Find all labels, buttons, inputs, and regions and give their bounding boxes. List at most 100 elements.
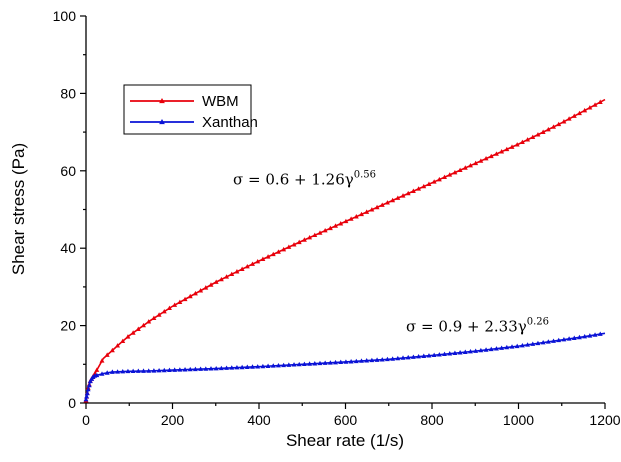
data-point <box>499 149 505 154</box>
data-point <box>244 364 250 369</box>
y-tick-label: 100 <box>53 8 77 24</box>
data-point <box>317 360 323 366</box>
legend-marker <box>159 119 165 125</box>
x-tick-label: 1200 <box>589 412 620 428</box>
data-point <box>364 209 370 214</box>
data-point <box>275 362 281 368</box>
data-point <box>540 339 546 345</box>
data-point <box>167 367 172 373</box>
data-point <box>182 367 188 372</box>
data-point <box>504 146 510 152</box>
data-point <box>203 366 209 371</box>
data-point <box>436 352 442 357</box>
data-point <box>545 126 551 132</box>
data-point <box>410 188 416 193</box>
data-point <box>493 151 499 156</box>
data-point <box>115 369 121 374</box>
data-point <box>203 285 209 290</box>
data-point <box>120 338 126 343</box>
data-point <box>338 359 344 365</box>
data-point <box>384 200 390 205</box>
data-point <box>436 176 442 182</box>
data-point <box>478 347 484 353</box>
data-point <box>109 347 115 353</box>
data-point <box>270 251 276 257</box>
data-point <box>390 356 396 361</box>
data-point <box>156 367 162 373</box>
data-point <box>525 342 531 347</box>
data-point <box>359 358 364 363</box>
data-point <box>571 335 577 340</box>
data-point <box>462 165 468 170</box>
data-point <box>130 368 136 374</box>
data-point <box>426 181 432 186</box>
data-point <box>296 361 302 367</box>
x-tick-label: 1000 <box>503 412 534 428</box>
data-point <box>281 362 287 368</box>
y-tick-label: 20 <box>60 318 76 334</box>
series-line-wbm <box>85 98 606 401</box>
data-point <box>514 142 520 147</box>
data-point <box>504 344 510 350</box>
data-point <box>135 368 141 373</box>
data-point <box>374 204 380 210</box>
data-point <box>172 367 178 372</box>
data-point <box>333 359 339 365</box>
data-point <box>84 390 90 396</box>
data-point <box>255 364 261 369</box>
data-point <box>519 139 525 145</box>
data-point <box>234 365 240 370</box>
data-point <box>540 129 546 134</box>
data-point <box>260 256 266 261</box>
data-point <box>115 343 121 348</box>
data-point <box>109 369 115 374</box>
data-point <box>410 354 416 359</box>
data-point <box>431 352 437 358</box>
data-point <box>229 365 235 370</box>
data-point <box>224 274 230 279</box>
data-point <box>514 343 520 349</box>
data-point <box>244 264 250 269</box>
data-point <box>327 225 333 231</box>
data-point <box>291 242 297 247</box>
data-point <box>99 371 105 376</box>
x-tick-label: 800 <box>420 412 444 428</box>
data-point <box>218 365 224 371</box>
data-point <box>99 358 105 363</box>
data-point <box>85 386 91 392</box>
data-point <box>161 367 167 373</box>
data-point <box>141 368 146 373</box>
data-point <box>198 288 204 293</box>
data-point <box>156 312 162 317</box>
data-point <box>234 269 240 274</box>
data-point <box>359 211 364 217</box>
data-point <box>260 363 266 369</box>
data-point <box>379 357 385 362</box>
data-point <box>312 361 318 366</box>
data-point <box>493 346 499 351</box>
data-point <box>597 99 603 104</box>
series-xanthan <box>83 331 606 402</box>
data-point <box>426 353 432 358</box>
equation-annotations: σ = 0.6 + 1.26γ0.56 σ = 0.9 + 2.33γ0.26 <box>233 169 549 335</box>
legend-label-xanthan: Xanthan <box>202 114 258 131</box>
data-point <box>473 348 479 353</box>
data-point <box>535 340 541 346</box>
data-point <box>86 382 92 388</box>
data-point <box>442 351 448 356</box>
data-point <box>146 368 152 373</box>
data-point <box>125 334 131 339</box>
data-point <box>301 361 307 367</box>
data-point <box>390 197 396 203</box>
data-point <box>83 396 89 402</box>
data-point <box>379 202 385 207</box>
data-point <box>229 271 235 277</box>
data-point <box>151 368 157 373</box>
data-point <box>161 308 167 314</box>
data-point <box>457 350 463 355</box>
data-point <box>509 144 515 149</box>
data-point <box>519 342 525 348</box>
data-point <box>239 364 245 370</box>
data-point <box>545 339 551 344</box>
